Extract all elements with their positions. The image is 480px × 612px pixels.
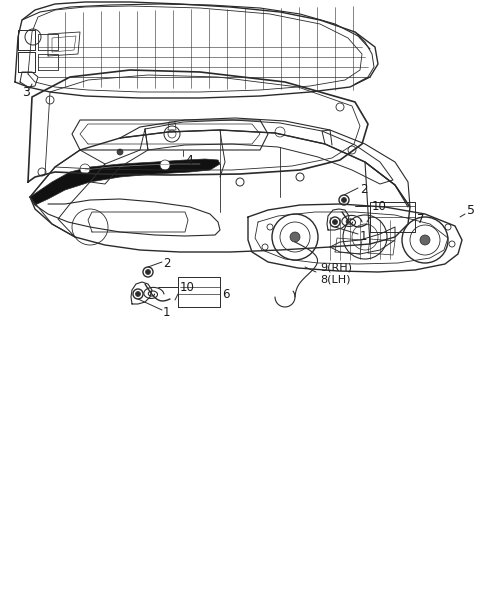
Circle shape [135, 291, 141, 296]
Text: 10: 10 [372, 200, 387, 212]
Text: 1: 1 [360, 230, 368, 242]
Circle shape [143, 267, 153, 277]
Text: 8(LH): 8(LH) [320, 274, 350, 284]
Text: 2: 2 [360, 182, 368, 195]
Text: 1: 1 [163, 305, 170, 318]
Text: 7: 7 [417, 212, 424, 225]
Circle shape [420, 235, 430, 245]
Circle shape [330, 217, 340, 227]
Text: 10: 10 [180, 280, 195, 294]
Circle shape [145, 269, 151, 275]
Circle shape [117, 149, 123, 155]
Circle shape [339, 195, 349, 205]
Circle shape [333, 220, 337, 225]
Circle shape [80, 164, 90, 174]
Circle shape [133, 289, 143, 299]
Circle shape [290, 232, 300, 242]
Circle shape [341, 198, 347, 203]
Polygon shape [30, 159, 220, 205]
Text: 4: 4 [185, 154, 193, 166]
Text: 2: 2 [163, 256, 170, 269]
Text: 5: 5 [467, 204, 475, 217]
Text: 3: 3 [22, 86, 30, 99]
Circle shape [160, 160, 170, 170]
Text: 9(RH): 9(RH) [320, 262, 352, 272]
Text: 6: 6 [222, 288, 229, 300]
